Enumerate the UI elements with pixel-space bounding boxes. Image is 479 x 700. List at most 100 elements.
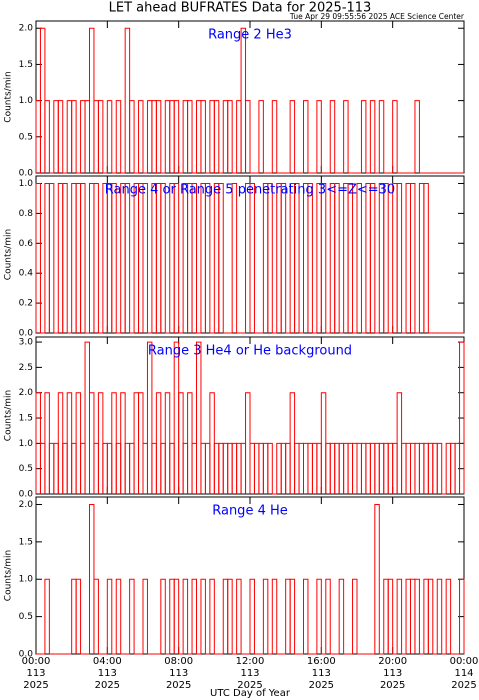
count-step: [71, 100, 77, 173]
count-step: [289, 182, 296, 333]
count-step: [387, 578, 394, 654]
count-step: [151, 182, 157, 333]
count-step: [200, 578, 206, 654]
count-step: [173, 100, 180, 173]
y-tick-label: 0.4: [19, 269, 34, 279]
y-tick-label: 1.0: [19, 575, 34, 585]
count-step: [44, 100, 50, 173]
count-step: [80, 100, 86, 173]
count-step: [245, 182, 251, 333]
count-step: [227, 578, 233, 654]
count-step: [245, 100, 251, 173]
count-step: [124, 27, 131, 173]
count-step: [155, 182, 162, 333]
count-step: [173, 182, 180, 333]
x-tick-year: 2025: [95, 680, 120, 691]
count-step: [303, 100, 309, 173]
count-step: [414, 100, 420, 173]
count-step: [325, 578, 331, 654]
count-step: [320, 392, 327, 494]
count-step: [378, 182, 385, 333]
count-step: [142, 442, 148, 494]
x-tick-year: 2025: [23, 680, 48, 691]
count-step: [146, 100, 153, 173]
count-step: [75, 578, 82, 654]
count-step: [213, 442, 220, 494]
x-tick-label: 16:00: [307, 656, 336, 667]
panel-title: Range 4 He: [212, 504, 288, 519]
count-step: [138, 182, 144, 333]
count-step: [66, 392, 73, 494]
count-step: [80, 442, 86, 494]
count-step: [169, 100, 175, 173]
count-step: [236, 100, 242, 173]
count-step: [213, 182, 220, 333]
count-step: [231, 442, 238, 494]
count-step: [289, 100, 296, 173]
count-step: [405, 182, 411, 333]
count-step: [236, 442, 242, 494]
count-step: [164, 100, 171, 173]
count-step: [138, 392, 144, 494]
count-step: [209, 100, 215, 173]
count-step: [89, 503, 95, 654]
count-step: [57, 100, 64, 173]
y-tick-label: 3.0: [19, 338, 34, 348]
x-tick-label: 00:00: [22, 656, 51, 667]
count-step: [44, 392, 50, 494]
count-step: [418, 442, 425, 494]
x-tick-label: 20:00: [378, 656, 407, 667]
y-tick-label: 0.2: [19, 299, 33, 309]
count-step: [405, 442, 411, 494]
count-step: [329, 100, 336, 173]
count-step: [182, 182, 189, 333]
x-tick-year: 2025: [451, 680, 476, 691]
count-step: [200, 442, 206, 494]
count-step: [164, 392, 171, 494]
count-step: [396, 182, 403, 333]
count-step: [160, 442, 166, 494]
count-step: [169, 442, 175, 494]
count-step: [240, 27, 247, 173]
count-step: [378, 442, 385, 494]
count-step: [262, 578, 269, 654]
count-step: [445, 442, 452, 494]
count-step: [66, 100, 73, 173]
panel-title: Range 4 or Range 5 penetrating 3<=Z<=30: [105, 183, 395, 198]
count-step: [338, 578, 345, 654]
y-tick-label: 1.5: [19, 60, 33, 70]
count-step: [196, 100, 202, 173]
count-step: [129, 442, 135, 494]
count-step: [129, 578, 135, 654]
count-step: [115, 442, 122, 494]
count-step: [245, 392, 251, 494]
x-tick-day: 113: [240, 668, 259, 679]
count-step: [249, 442, 255, 494]
y-tick-label: 0.0: [19, 490, 34, 500]
y-tick-label: 2.0: [19, 24, 34, 34]
y-tick-label: 1.5: [19, 414, 33, 424]
x-tick-year: 2025: [166, 680, 191, 691]
count-step: [343, 100, 349, 173]
chart-title: LET ahead BUFRATES Data for 2025-113: [109, 1, 372, 16]
count-step: [338, 442, 345, 494]
count-step: [182, 100, 189, 173]
count-step: [369, 100, 376, 173]
panel-title: Range 2 He3: [208, 28, 292, 43]
y-axis-label: Counts/min: [4, 550, 14, 601]
count-step: [445, 578, 452, 654]
count-step: [352, 578, 358, 654]
count-step: [236, 578, 242, 654]
count-step: [414, 442, 420, 494]
count-step: [204, 442, 211, 494]
count-step: [155, 392, 162, 494]
y-tick-label: 0.5: [19, 464, 33, 474]
count-step: [360, 442, 367, 494]
count-step: [387, 442, 394, 494]
count-step: [187, 182, 193, 333]
count-step: [160, 578, 166, 654]
count-step: [62, 182, 68, 333]
count-step: [75, 182, 82, 333]
